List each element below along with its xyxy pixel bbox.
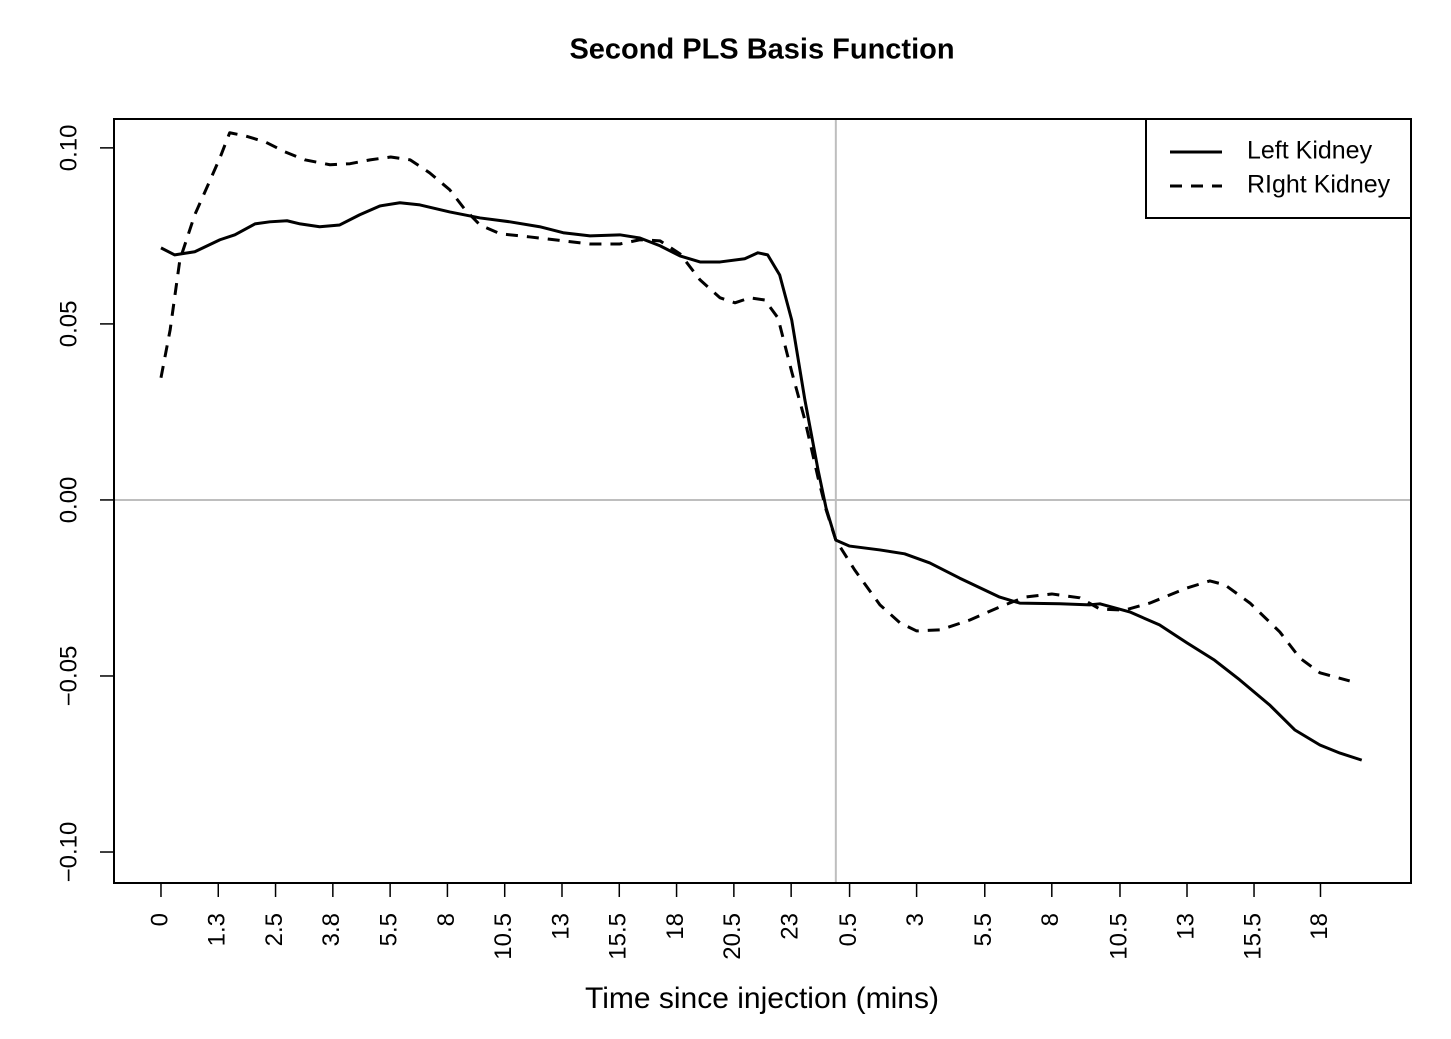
y-tick-label: −0.05 [55,646,82,707]
x-tick-label: 5.5 [970,913,997,946]
series-line [160,201,1363,762]
y-tick-label: 0.00 [55,477,82,524]
plot-frame [113,118,1412,884]
x-tick-label: 1.3 [204,913,231,946]
x-tick-label: 0.5 [835,913,862,946]
x-axis-label: Time since injection (mins) [585,982,939,1015]
x-tick-label: 5.5 [375,913,402,946]
x-tick-label: 10.5 [490,913,517,960]
x-tick-label: 3.8 [318,913,345,946]
legend-box [1145,118,1412,219]
x-tick-label: 15.5 [1239,913,1266,960]
x-tick-label: 2.5 [261,913,288,946]
x-tick-label: 13 [1172,913,1199,940]
y-tick-label: −0.10 [55,822,82,883]
x-tick-label: 3 [902,913,929,926]
x-tick-label: 0 [146,913,173,926]
y-tick-label: 0.05 [55,301,82,348]
x-tick-label: 8 [1037,913,1064,926]
y-tick-label: 0.10 [55,125,82,172]
legend-label: RIght Kidney [1247,171,1391,199]
x-tick-label: 8 [433,913,460,926]
x-tick-label: 10.5 [1105,913,1132,960]
legend-label: Left Kidney [1247,137,1373,165]
x-tick-label: 18 [662,913,689,940]
x-tick-label: 20.5 [719,913,746,960]
chart-title: Second PLS Basis Function [569,34,954,66]
x-tick-label: 15.5 [605,913,632,960]
x-tick-label: 13 [547,913,574,940]
x-tick-label: 18 [1306,913,1333,940]
x-tick-label: 23 [776,913,803,940]
